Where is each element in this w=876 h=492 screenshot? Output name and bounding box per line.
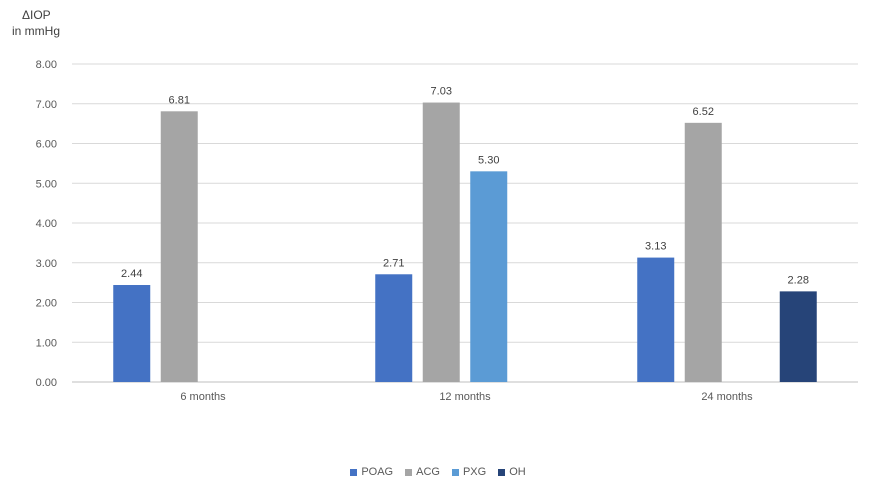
legend-label-oh: OH <box>509 466 526 478</box>
legend-swatch-acg <box>405 468 413 476</box>
bar-pxg <box>470 171 508 382</box>
y-tick-label: 8.00 <box>36 59 57 71</box>
x-tick-label: 6 months <box>180 391 226 403</box>
bar-poag <box>113 285 151 382</box>
data-label: 5.30 <box>478 154 499 166</box>
legend-swatch-oh <box>498 468 506 476</box>
data-label: 2.71 <box>383 257 404 269</box>
data-label: 2.28 <box>788 274 809 286</box>
y-axis-label-line-2: in mmHg <box>12 24 61 38</box>
data-label: 3.13 <box>645 241 666 253</box>
bar-acg <box>160 111 198 383</box>
y-tick-label: 5.00 <box>36 178 57 190</box>
data-label: 7.03 <box>431 86 452 98</box>
bar-poag <box>637 257 675 382</box>
y-tick-label: 6.00 <box>36 139 57 151</box>
bar-oh <box>779 291 817 382</box>
legend-label-acg: ACG <box>416 466 440 478</box>
y-tick-label: 7.00 <box>36 99 57 111</box>
legend-item-acg: ACG <box>405 466 440 478</box>
y-tick-label: 1.00 <box>36 337 57 349</box>
legend-label-poag: POAG <box>361 466 394 478</box>
x-tick-label: 12 months <box>439 391 491 403</box>
data-label: 2.44 <box>121 268 142 280</box>
data-label: 6.81 <box>169 94 190 106</box>
y-tick-label: 4.00 <box>36 218 57 230</box>
legend-label-pxg: PXG <box>462 466 487 478</box>
legend: POAG ACG PXG OH <box>0 466 876 478</box>
y-tick-label: 2.00 <box>36 298 57 310</box>
bar-acg <box>422 102 460 383</box>
legend-item-oh: OH <box>498 466 526 478</box>
y-axis-label-line-1: ΔIOP <box>22 8 51 22</box>
y-tick-label: 3.00 <box>36 258 57 270</box>
legend-item-pxg: PXG <box>451 466 487 478</box>
data-label: 6.52 <box>693 106 714 118</box>
legend-swatch-poag <box>350 468 358 476</box>
x-tick-label: 24 months <box>701 391 753 403</box>
legend-item-poag: POAG <box>350 466 393 478</box>
y-tick-label: 0.00 <box>36 377 57 389</box>
legend-swatch-pxg <box>451 468 459 476</box>
bar-poag <box>375 274 413 382</box>
bar-acg <box>684 122 722 382</box>
